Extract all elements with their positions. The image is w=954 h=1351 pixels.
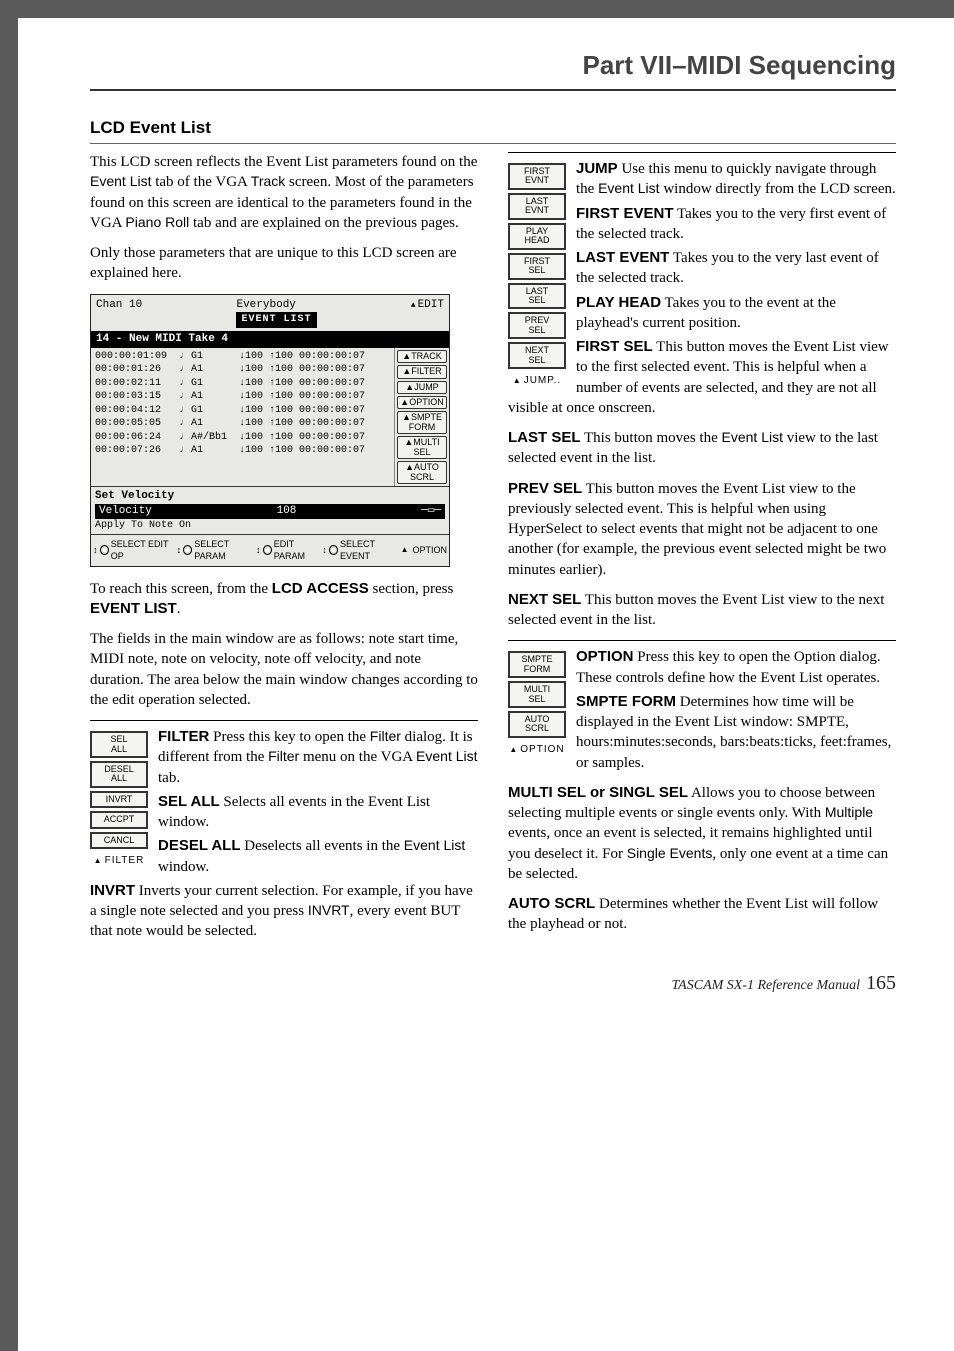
lcd-sidebuttons: ▲TRACK ▲FILTER ▲JUMP ▲OPTION ▲SMPTEFORM▲MULT… (395, 348, 449, 486)
lcd-eventlist: 000:00:01:09♩G1↓100↑10000:00:00:0700:00:… (91, 348, 395, 486)
lcd-event-row: 00:00:03:15♩A1↓100↑10000:00:00:07 (95, 390, 390, 404)
jump-p: JUMP Use this menu to quickly navigate t… (508, 159, 896, 200)
lcd-event-row: 00:00:04:12♩G1↓100↑10000:00:00:07 (95, 404, 390, 418)
lcd-bottom: ↕SELECT EDIT OP↕SELECT PARAM↕EDIT PARAM↕… (91, 534, 449, 565)
menu-btn: ACCPT (90, 811, 148, 828)
menu-btn: CANCL (90, 832, 148, 849)
invrt-p: INVRT Inverts your current selection. Fo… (90, 881, 478, 942)
lcd-screen: Chan 10 Everybody EVENT LIST EDIT 14 - N… (90, 294, 450, 567)
footer: TASCAM SX-1 Reference Manual 165 (0, 952, 954, 997)
filter-block: SELALL DESELALL INVRT ACCPT CANCL FILTER FILT… (90, 720, 478, 952)
lcd-side-btn: ▲SMPTEFORM (397, 411, 447, 434)
lcd-song: Everybody (236, 299, 295, 311)
jump-sidebox: FIRSTEVNT LASTEVNT PLAYHEAD FIRSTSEL LASTSEL… (508, 163, 566, 388)
menu-btn: FIRSTEVNT (508, 163, 566, 190)
lcd-side-btn: ▲MULTISEL (397, 436, 447, 459)
menu-label: JUMP.. (508, 372, 566, 388)
section-title: LCD Event List (90, 117, 896, 144)
menu-btn: NEXTSEL (508, 342, 566, 369)
menu-btn: INVRT (90, 791, 148, 808)
option-p: OPTION Press this key to open the Option… (508, 647, 896, 688)
intro-p2: Only those parameters that are unique to… (90, 243, 478, 284)
filter-sidebox: SELALL DESELALL INVRT ACCPT CANCL FILTER (90, 731, 148, 868)
lcd-event-row: 000:00:01:09♩G1↓100↑10000:00:00:07 (95, 350, 390, 364)
menu-btn: DESELALL (90, 761, 148, 788)
jump-block: FIRSTEVNT LASTEVNT PLAYHEAD FIRSTSEL LASTSEL… (508, 152, 896, 428)
firstev-p: FIRST EVENT Takes you to the very first … (508, 204, 896, 245)
menu-btn: MULTISEL (508, 681, 566, 708)
multisel-p: MULTI SEL or SINGL SEL Allows you to cho… (508, 783, 896, 884)
smpte-p: SMPTE FORM Determines how time will be d… (508, 692, 896, 773)
playhead-p: PLAY HEAD Takes you to the event at the … (508, 293, 896, 334)
menu-btn: SMPTEFORM (508, 651, 566, 678)
reach-p: To reach this screen, from the LCD ACCES… (90, 579, 478, 620)
option-block: SMPTEFORM MULTISEL AUTOSCRL OPTION OPTION P… (508, 640, 896, 783)
right-column: FIRSTEVNT LASTEVNT PLAYHEAD FIRSTSEL LASTSEL… (508, 152, 896, 952)
lcd-side-btn: ▲AUTOSCRL (397, 461, 447, 484)
menu-btn: SELALL (90, 731, 148, 758)
autoscrl-p: AUTO SCRL Determines whether the Event L… (508, 894, 896, 935)
lcd-event-row: 00:00:07:26♩A1↓100↑10000:00:00:07 (95, 444, 390, 458)
footer-text: TASCAM SX-1 Reference Manual (671, 977, 860, 996)
lcd-edit: EDIT (411, 298, 444, 328)
lcd-side-btn: ▲JUMP (397, 381, 447, 394)
lcd-bottom-option: OPTION (401, 538, 447, 562)
top-gutter (0, 0, 954, 18)
left-column: This LCD screen reflects the Event List … (90, 152, 478, 952)
menu-btn: FIRSTSEL (508, 253, 566, 280)
lcd-titlebar: EVENT LIST (236, 312, 316, 328)
menu-label: FILTER (90, 852, 148, 868)
lastsel-p: LAST SEL This button moves the Event Lis… (508, 428, 896, 469)
lcd-event-row: 00:00:01:26♩A1↓100↑10000:00:00:07 (95, 363, 390, 377)
lcd-side-btn: ▲TRACK (397, 350, 447, 363)
lcd-side-btn: ▲FILTER (397, 365, 447, 378)
page: Part VII–MIDI Sequencing LCD Event List … (0, 18, 954, 952)
header-title: Part VII–MIDI Sequencing (582, 48, 896, 83)
lastev-p: LAST EVENT Takes you to the very last ev… (508, 248, 896, 289)
lcd-event-row: 00:00:05:05♩A1↓100↑10000:00:00:07 (95, 417, 390, 431)
lcd-setvelocity: Set Velocity Velocity108─▭─ Apply ToNote… (91, 486, 449, 534)
nextsel-p: NEXT SEL This button moves the Event Lis… (508, 590, 896, 631)
deselall-p: DESEL ALL Deselects all events in the Ev… (90, 836, 478, 877)
filter-p: FILTER Press this key to open the Filter… (90, 727, 478, 788)
prevsel-p: PREV SEL This button moves the Event Lis… (508, 479, 896, 580)
firstsel-p: FIRST SEL This button moves the Event Li… (508, 337, 896, 418)
lcd-event-row: 00:00:02:11♩G1↓100↑10000:00:00:07 (95, 377, 390, 391)
lcd-bottom-knob: ↕SELECT EVENT (322, 538, 400, 562)
menu-btn: PREVSEL (508, 312, 566, 339)
menu-btn: AUTOSCRL (508, 711, 566, 738)
menu-btn: LASTSEL (508, 283, 566, 310)
page-number: 165 (866, 970, 896, 997)
lcd-event-row: 00:00:06:24♩A#/Bb1↓100↑10000:00:00:07 (95, 431, 390, 445)
fields-p: The fields in the main window are as fol… (90, 629, 478, 710)
menu-btn: PLAYHEAD (508, 223, 566, 250)
lcd-chan: Chan 10 (96, 298, 142, 328)
header-band: Part VII–MIDI Sequencing (90, 48, 896, 91)
option-sidebox: SMPTEFORM MULTISEL AUTOSCRL OPTION (508, 651, 566, 756)
lcd-side-btn: ▲OPTION (397, 396, 447, 409)
columns: This LCD screen reflects the Event List … (90, 152, 896, 952)
lcd-tracklabel: 14 - New MIDI Take 4 (91, 331, 449, 348)
lcd-bottom-knob: ↕SELECT EDIT OP (93, 538, 177, 562)
menu-btn: LASTEVNT (508, 193, 566, 220)
lcd-bottom-knob: ↕EDIT PARAM (256, 538, 322, 562)
menu-label: OPTION (508, 741, 566, 757)
selall-p: SEL ALL Selects all events in the Event … (90, 792, 478, 833)
lcd-bottom-knob: ↕SELECT PARAM (177, 538, 256, 562)
intro-p1: This LCD screen reflects the Event List … (90, 152, 478, 233)
